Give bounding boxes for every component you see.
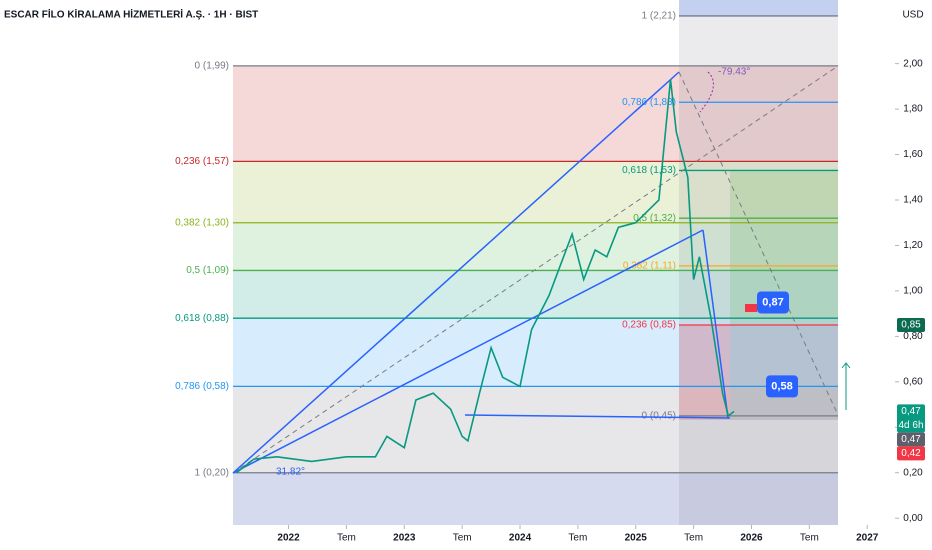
fib-band [233,222,838,271]
fib-label: 0,236 (0,85) [622,320,676,331]
flag [745,304,757,312]
fib-levels: 0 (1,99) 0,236 (1,57) 0,382 (1,30) 0,5 (1,0… [175,11,838,478]
fib-band [233,318,838,387]
y-tick-label: 0,60 [903,376,923,387]
price-tag-label: 0,47 [901,434,921,445]
fib-label: 0,786 (0,58) [175,381,229,392]
y-tick-label: 1,40 [903,195,923,206]
fib-label: 0 (0,45) [642,411,676,422]
y-tick-label: 2,00 [903,58,923,69]
price-tag-label: 0,42 [901,448,921,459]
fib-label: 0,5 (1,09) [186,265,229,276]
x-tick-label: Tem [568,533,587,544]
callout [757,291,789,314]
trendline [464,414,731,419]
target-box [730,325,838,420]
fib-band [233,270,838,319]
fib-label: 0 (1,99) [195,61,229,72]
fib-label: 0,236 (1,57) [175,156,229,167]
fib-label: 0,382 (1,11) [623,261,676,272]
fib-label: 0,382 (1,30) [175,217,229,228]
x-tick-label: Tem [684,533,703,544]
price-tag-label: 0,47 [901,406,921,417]
currency: USD [902,10,923,21]
price-line [236,79,735,474]
chart-title: ESCAR FİLO KİRALAMA HİZMETLERİ A.Ş. · 1H… [4,8,258,21]
price-tag [897,432,925,447]
y-tick-label: 1,80 [903,104,923,115]
callout [766,375,798,398]
plot [236,79,735,474]
top-band [679,0,838,17]
x-tick-label: 2022 [277,533,300,544]
fib-band [233,65,838,162]
callout-label: 0,87 [762,296,783,308]
trendline [678,71,839,416]
fib-label: 1 (2,21) [642,11,676,22]
trendline [232,65,839,474]
y-tick-label: 0,00 [903,513,923,524]
y-tick-label: 1,60 [903,149,923,160]
price-tag [897,404,925,433]
price-tag-countdown: 4d 6h [898,420,923,431]
y-tick-label: 0,20 [903,467,923,478]
y-tick-label: 1,00 [903,286,923,297]
fib-label: 0,5 (1,32) [633,213,676,224]
y-tick-label: 0,80 [903,331,923,342]
x-tick-label: Tem [453,533,472,544]
callout-label: 0,58 [771,380,792,392]
price-tag-label: 0,85 [901,320,921,331]
x-tick-label: 2026 [740,533,763,544]
fib-band [233,161,838,223]
bands [233,65,838,473]
drawings [232,65,851,474]
fib-label: 1 (0,20) [195,467,229,478]
x-tick-label: 2027 [856,533,879,544]
angle-label: -79.43° [718,67,750,78]
x-tick-label: Tem [800,533,819,544]
price-tag [897,446,925,461]
x-tick-label: 2025 [625,533,648,544]
trendline [232,229,704,474]
angle-label: 31.82° [276,467,305,478]
y-tick-label: 1,20 [903,240,923,251]
fib-label: 0,786 (1,83) [622,97,676,108]
fib-label: 0,618 (0,88) [175,313,229,324]
arrow [841,362,851,410]
price-tag [897,318,925,332]
x-tick-label: 2023 [393,533,416,544]
lower-band [233,473,838,525]
trendline [702,229,729,419]
x-tick-label: 2024 [509,533,532,544]
fib-label: 0,618 (1,53) [622,165,676,176]
projection-band [679,0,838,525]
overlay: 0,000,200,400,600,801,001,201,401,601,80… [277,58,925,544]
x-tick-label: Tem [337,533,356,544]
trendline [232,71,680,474]
